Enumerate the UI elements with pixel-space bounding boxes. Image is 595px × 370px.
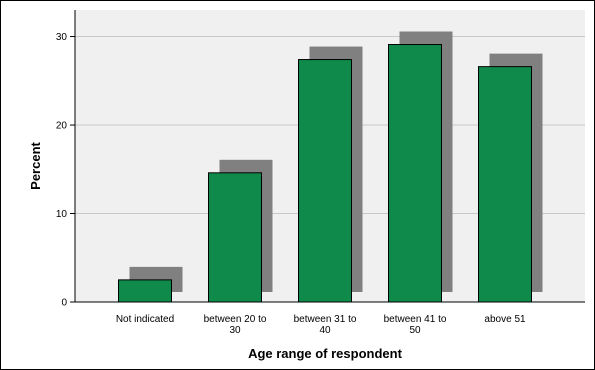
bars — [118, 31, 543, 303]
x-tick-label-2: between 31 to 40 — [294, 314, 357, 336]
bar-2 — [298, 59, 352, 303]
x-tick-label-1: between 20 to 30 — [204, 314, 267, 336]
x-tick-label-1-line-0: between 20 to — [204, 314, 267, 325]
bar-0 — [118, 279, 172, 303]
y-tick-label-0: 0 — [61, 298, 67, 309]
x-tick-label-0-line-0: Not indicated — [116, 314, 174, 325]
x-tick-label-3-line-0: between 41 to — [384, 314, 447, 325]
x-tick-label-4-line-0: above 51 — [484, 314, 526, 325]
y-tick-labels: 0 10 20 30 — [56, 32, 68, 308]
x-tick-label-2-line-0: between 31 to — [294, 314, 357, 325]
y-tick-label-2: 20 — [56, 121, 68, 132]
x-tick-label-3: between 41 to 50 — [384, 314, 447, 336]
bar-4 — [478, 66, 532, 303]
x-tick-label-2-line-1: 40 — [319, 325, 331, 336]
y-tick-label-1: 10 — [56, 209, 68, 220]
x-axis-title: Age range of respondent — [248, 346, 403, 361]
x-tick-label-0: Not indicated — [116, 314, 174, 325]
y-axis-title: Percent — [28, 141, 43, 189]
bar-3 — [388, 44, 442, 303]
axes — [70, 10, 585, 303]
x-tick-labels: Not indicated between 20 to 30 between 31 t… — [116, 314, 526, 336]
x-tick-label-4: above 51 — [484, 314, 526, 325]
x-tick-label-1-line-1: 30 — [229, 325, 241, 336]
y-tick-label-3: 30 — [56, 32, 68, 43]
bar-1 — [208, 172, 262, 303]
x-tick-label-3-line-1: 50 — [409, 325, 421, 336]
